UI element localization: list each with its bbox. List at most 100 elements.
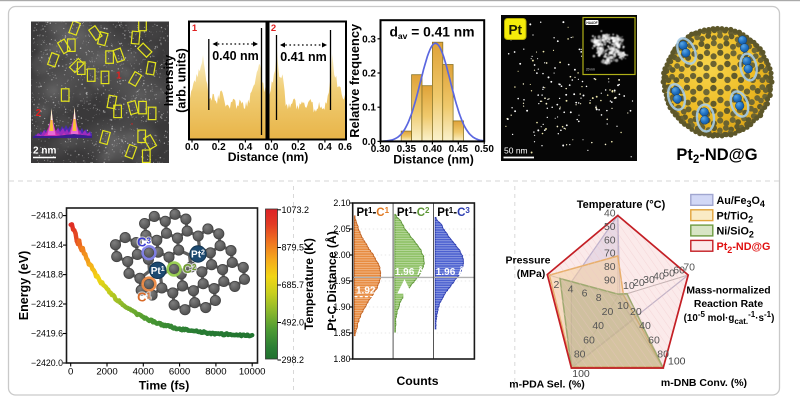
svg-text:2.10: 2.10 (333, 198, 350, 208)
svg-text:0.2: 0.2 (362, 69, 376, 80)
svg-text:10000: 10000 (239, 367, 266, 378)
svg-text:Pt: Pt (508, 23, 522, 38)
svg-text:30: 30 (643, 274, 655, 286)
svg-text:Au/Fe3O4: Au/Fe3O4 (717, 195, 765, 209)
svg-text:10: 10 (617, 300, 629, 312)
svg-text:80: 80 (604, 262, 616, 273)
svg-text:−2420.0: −2420.0 (31, 358, 63, 368)
svg-text:Counts: Counts (397, 374, 439, 388)
svg-text:2.00: 2.00 (333, 250, 350, 260)
svg-text:20: 20 (633, 277, 645, 289)
svg-text:Pt-C Distance (Å): Pt-C Distance (Å) (324, 231, 339, 331)
svg-text:40: 40 (639, 320, 651, 332)
svg-text:20: 20 (602, 306, 614, 318)
svg-text:0.3: 0.3 (362, 34, 376, 45)
svg-text:20: 20 (630, 306, 642, 318)
svg-text:(arb. units): (arb. units) (175, 48, 189, 113)
svg-text:Pt2-ND@G: Pt2-ND@G (717, 241, 771, 255)
svg-text:20 nm: 20 nm (586, 68, 595, 72)
svg-text:Relative frequency: Relative frequency (347, 23, 362, 138)
svg-text:100: 100 (668, 356, 686, 368)
svg-text:Pt1: Pt1 (151, 266, 165, 277)
svg-text:0.2: 0.2 (291, 142, 305, 153)
svg-text:Distance (nm): Distance (nm) (393, 153, 474, 167)
svg-text:m-DNB Conv. (%): m-DNB Conv. (%) (661, 377, 747, 389)
svg-text:HAADF: HAADF (586, 21, 597, 25)
svg-text:0.45: 0.45 (449, 144, 469, 155)
svg-text:Pt1-C3: Pt1-C3 (437, 206, 470, 219)
svg-text:−2419.2: −2419.2 (31, 299, 63, 309)
svg-text:4: 4 (568, 283, 574, 295)
svg-text:0.6: 0.6 (338, 142, 352, 153)
svg-text:80: 80 (574, 349, 586, 361)
svg-text:Pt1-C1: Pt1-C1 (357, 206, 390, 219)
svg-text:100: 100 (572, 368, 590, 380)
svg-text:1.80: 1.80 (333, 354, 350, 364)
svg-text:2: 2 (36, 108, 42, 119)
svg-text:Mass-normalized: Mass-normalized (686, 286, 770, 297)
svg-text:Reaction Rate: Reaction Rate (694, 299, 764, 310)
svg-text:50: 50 (663, 268, 675, 280)
svg-text:298.2: 298.2 (282, 355, 305, 365)
svg-text:40: 40 (592, 320, 604, 332)
svg-text:Intensity: Intensity (162, 55, 176, 106)
svg-text:1: 1 (192, 23, 198, 34)
svg-text:50 nm: 50 nm (504, 146, 528, 156)
svg-text:0.35: 0.35 (397, 144, 417, 155)
svg-text:▪: ▪ (131, 121, 133, 127)
svg-text:60: 60 (583, 334, 595, 346)
svg-text:Pressure: Pressure (506, 255, 551, 267)
svg-text:1: 1 (116, 70, 122, 81)
svg-text:685.7: 685.7 (282, 280, 305, 290)
svg-text:Pt2: Pt2 (191, 250, 205, 261)
svg-text:60: 60 (648, 334, 660, 346)
svg-text:70: 70 (683, 262, 695, 274)
svg-text:10: 10 (623, 280, 635, 292)
svg-text:0.0: 0.0 (185, 142, 199, 153)
svg-text:2000: 2000 (96, 367, 117, 378)
svg-text:0.40: 0.40 (423, 144, 443, 155)
svg-text:60: 60 (604, 235, 616, 246)
svg-text:40: 40 (653, 271, 665, 283)
svg-text:4000: 4000 (133, 367, 154, 378)
svg-text:0.1: 0.1 (362, 103, 376, 114)
svg-text:2.05: 2.05 (333, 224, 350, 234)
svg-text:8000: 8000 (205, 367, 226, 378)
svg-text:Pt/TiO2: Pt/TiO2 (717, 210, 754, 224)
svg-text:0.50: 0.50 (474, 144, 494, 155)
svg-text:Temperature (°C): Temperature (°C) (577, 199, 666, 211)
svg-text:−2418.4: −2418.4 (31, 240, 63, 250)
svg-text:90: 90 (604, 276, 616, 287)
svg-text:0.0: 0.0 (362, 137, 376, 148)
svg-text:dav = 0.41 nm: dav = 0.41 nm (389, 25, 474, 42)
svg-text:1.85: 1.85 (333, 328, 350, 338)
svg-text:70: 70 (604, 249, 616, 260)
svg-text:0: 0 (68, 367, 73, 378)
svg-text:−2418.8: −2418.8 (31, 270, 63, 280)
svg-text:(10-5 mol·gcat.-1·s-1): (10-5 mol·gcat.-1·s-1) (684, 310, 775, 326)
svg-text:2: 2 (271, 23, 276, 34)
svg-text:Energy (eV): Energy (eV) (17, 251, 31, 320)
svg-text:Distance (nm): Distance (nm) (228, 150, 309, 164)
svg-text:0.30: 0.30 (371, 144, 391, 155)
svg-text:1.96 Å: 1.96 Å (395, 265, 424, 278)
svg-text:1.92 Å: 1.92 Å (356, 284, 385, 297)
svg-text:1.90: 1.90 (333, 302, 350, 312)
svg-text:50: 50 (604, 222, 616, 233)
svg-text:8: 8 (596, 292, 602, 304)
svg-text:879.5: 879.5 (282, 243, 305, 253)
svg-text:Pt2-ND@G: Pt2-ND@G (676, 146, 757, 166)
svg-text:492.0: 492.0 (282, 318, 305, 328)
svg-text:60: 60 (673, 265, 685, 277)
svg-text:Time (fs): Time (fs) (139, 379, 190, 393)
svg-text:0.0: 0.0 (265, 142, 279, 153)
svg-text:0.4: 0.4 (318, 142, 332, 153)
svg-text:80: 80 (657, 349, 669, 361)
svg-text:Temperature (K): Temperature (K) (302, 238, 316, 330)
svg-text:2: 2 (553, 279, 559, 291)
svg-text:m-PDA Sel. (%): m-PDA Sel. (%) (509, 379, 584, 391)
svg-text:−2419.6: −2419.6 (31, 329, 63, 339)
svg-text:0.40 nm: 0.40 nm (212, 49, 259, 63)
svg-text:2 nm: 2 nm (33, 146, 56, 157)
svg-text:6: 6 (582, 288, 588, 300)
